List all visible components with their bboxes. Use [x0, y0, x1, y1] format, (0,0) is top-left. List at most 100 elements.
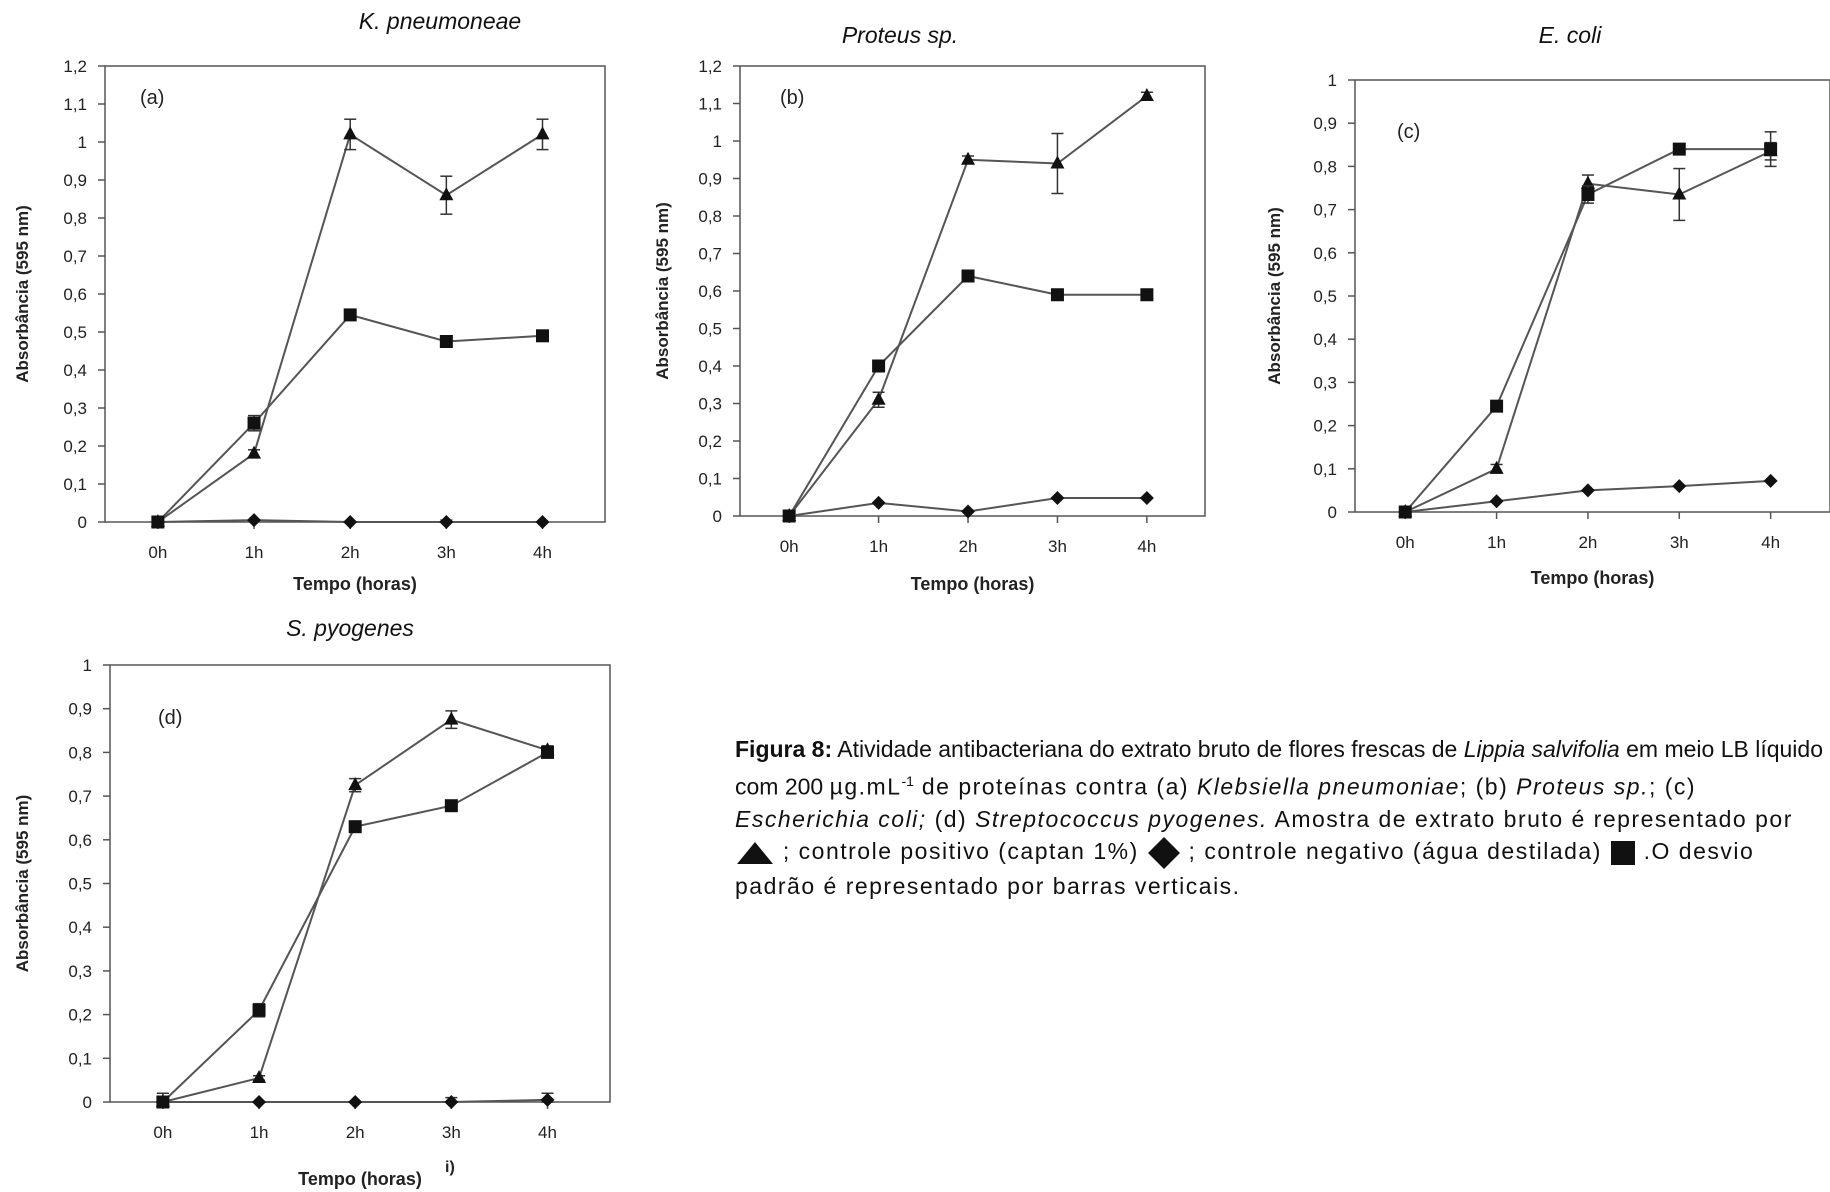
y-tick-label: 0: [1328, 503, 1337, 522]
y-axis-label: Absorbância (595 nm): [1265, 207, 1284, 385]
y-tick-label: 0,2: [1313, 417, 1337, 436]
y-tick-label: 0,4: [698, 357, 722, 376]
plot-frame: [104, 65, 606, 523]
y-tick-label: 0,5: [68, 875, 92, 894]
y-tick-label: 1,1: [698, 95, 722, 114]
x-tick-label: 0h: [780, 537, 799, 556]
caption-text-6: (d): [926, 805, 976, 832]
data-point-diamond: [252, 1095, 267, 1109]
plot-frame: [739, 65, 1206, 517]
data-point-square: [872, 359, 886, 373]
y-tick-label: 0,8: [68, 743, 92, 762]
data-point-diamond: [961, 504, 976, 519]
data-point-square: [1764, 142, 1778, 156]
data-point-triangle: [961, 151, 976, 165]
panel-c-species-title: E. coli: [1538, 22, 1602, 48]
y-tick-label: 0,4: [68, 918, 92, 937]
data-point-triangle: [535, 126, 550, 140]
series-square-line: [162, 751, 548, 1103]
x-axis-label: Tempo (horas): [298, 1169, 422, 1189]
data-point-diamond: [247, 513, 262, 528]
data-point-square: [1490, 399, 1504, 413]
y-tick-label: 0: [83, 1093, 92, 1112]
chart-panel-d: 0 0,1 0,2 0,3 0,4 0,5 0,6 0,7 0,8 0,9 1 0h 1h 2h 3h 4h T…: [0, 650, 620, 1192]
stray-mark: i): [445, 1159, 455, 1176]
data-point-square: [541, 745, 554, 759]
y-tick-label: 0: [78, 513, 87, 532]
data-point-triangle: [348, 777, 363, 791]
y-tick-label: 0,3: [698, 395, 722, 414]
y-tick-label: 0,7: [63, 247, 87, 266]
caption-unit-exponent: -1: [901, 773, 914, 789]
data-point-triangle: [444, 711, 459, 725]
y-tick-label: 1,2: [63, 57, 87, 76]
x-axis-label: Tempo (horas): [911, 574, 1035, 594]
chart-panel-b: 0 0,1 0,2 0,3 0,4 0,5 0,6 0,7 0,8 0,9 1 1,1 1,2 0h 1h 2…: [640, 57, 1220, 594]
y-axis-label: Absorbância (595 nm): [13, 795, 32, 973]
x-tick-label: 0h: [153, 1123, 172, 1142]
panel-tag: (d): [158, 707, 182, 729]
chart-panel-a: 0 0,1 0,2 0,3 0,4 0,5 0,6 0,7 0,8 0,9 1 1,1 1,2 0h 1h 2…: [0, 57, 620, 594]
panel-tag: (b): [780, 87, 804, 109]
data-point-square: [247, 416, 261, 430]
caption-text-5: ; (c): [1648, 773, 1697, 800]
x-tick-label: 4h: [1761, 533, 1780, 552]
y-tick-label: 0,9: [698, 170, 722, 189]
y-axis-label: Absorbância (595 nm): [13, 205, 32, 383]
y-tick-label: 1: [713, 132, 722, 151]
x-axis-label: Tempo (horas): [1531, 568, 1655, 588]
data-point-triangle: [871, 391, 886, 405]
y-axis-label: Absorbância (595 nm): [653, 202, 672, 380]
data-point-diamond: [1672, 479, 1687, 494]
data-point-diamond: [871, 495, 886, 510]
x-tick-label: 4h: [1137, 537, 1156, 556]
y-tick-label: 0,7: [698, 245, 722, 264]
data-point-triangle: [1139, 88, 1154, 101]
y-tick-label: 0,1: [68, 1049, 92, 1068]
data-point-triangle: [439, 187, 454, 201]
data-point-square: [343, 308, 357, 322]
data-point-diamond: [1580, 483, 1595, 498]
plot-frame: [109, 664, 611, 1103]
x-tick-label: 1h: [245, 543, 264, 562]
caption-species-c: Escherichia coli;: [735, 805, 927, 832]
x-tick-label: 3h: [1048, 537, 1067, 556]
data-point-square: [348, 820, 362, 834]
x-tick-label: 2h: [341, 543, 360, 562]
y-tick-label: 1,2: [698, 57, 722, 76]
data-point-diamond: [439, 515, 454, 529]
caption-species-b: Proteus sp.: [1516, 773, 1649, 800]
y-tick-label: 0,6: [68, 831, 92, 850]
caption-species-a: Klebsiella pneumoniae: [1196, 773, 1460, 800]
x-tick-label: 2h: [959, 537, 978, 556]
chart-a-svg: 0 0,1 0,2 0,3 0,4 0,5 0,6 0,7 0,8 0,9 1 1,1 1,2 0h 1h 2…: [13, 57, 606, 594]
x-tick-label: 2h: [346, 1123, 365, 1142]
y-tick-label: 0,2: [698, 432, 722, 451]
data-point-triangle: [1672, 186, 1687, 200]
data-point-square: [439, 335, 453, 348]
x-tick-label: 4h: [533, 543, 552, 562]
series-triangle-line: [162, 718, 548, 1103]
y-tick-label: 0,9: [68, 700, 92, 719]
data-point-diamond: [155, 1095, 170, 1109]
panel-b-species-title: Proteus sp.: [841, 22, 959, 48]
data-point-triangle: [1489, 460, 1504, 474]
caption-text-4: ; (b): [1459, 773, 1517, 800]
data-point-square: [252, 1003, 266, 1017]
data-point-triangle: [1050, 155, 1065, 169]
y-tick-label: 0,5: [63, 323, 87, 342]
data-point-diamond: [540, 1092, 555, 1107]
x-tick-label: 1h: [1487, 533, 1506, 552]
data-point-square: [1050, 288, 1064, 302]
data-point-diamond: [348, 1095, 363, 1109]
y-tick-label: 0,8: [1313, 157, 1337, 176]
y-tick-label: 0,4: [1313, 330, 1337, 349]
y-tick-label: 0,7: [1313, 201, 1337, 220]
data-point-diamond: [1398, 505, 1413, 519]
y-tick-label: 0,8: [698, 207, 722, 226]
y-tick-label: 1,1: [63, 95, 87, 114]
data-point-square: [536, 329, 549, 343]
data-point-square: [444, 799, 458, 813]
caption-text-9: ; controle negativo (água destilada): [1180, 837, 1610, 864]
chart-panel-c: 0 0,1 0,2 0,3 0,4 0,5 0,6 0,7 0,8 0,9 1 0h 1h 2h 3h 4h T…: [1250, 60, 1830, 590]
